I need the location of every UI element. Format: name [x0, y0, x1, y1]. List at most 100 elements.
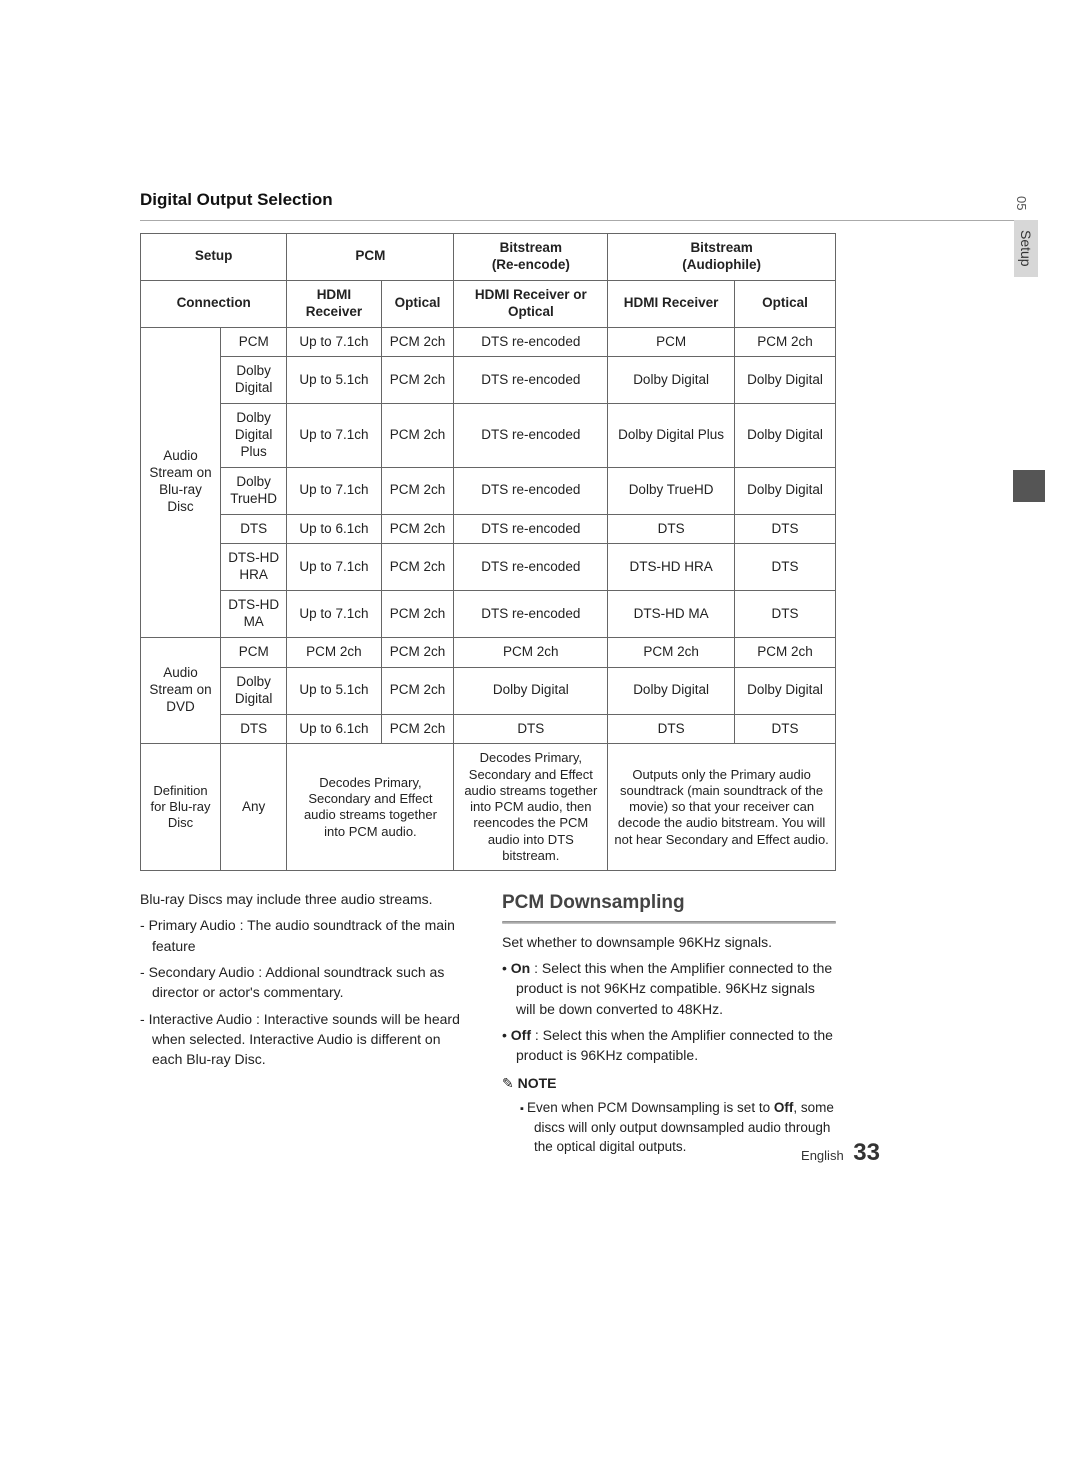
table-cell: Dolby Digital — [734, 357, 835, 404]
th-hdmi2: HDMI Receiver — [608, 280, 735, 327]
table-cell: PCM 2ch — [287, 637, 381, 667]
table-cell: Up to 7.1ch — [287, 544, 381, 591]
heading-rule — [502, 921, 836, 924]
table-cell: PCM 2ch — [381, 714, 454, 744]
th-optical2: Optical — [734, 280, 835, 327]
table-cell: DTS — [734, 591, 835, 638]
table-cell: PCM 2ch — [608, 637, 735, 667]
th-optical: Optical — [381, 280, 454, 327]
th-audiophile: Bitstream(Audiophile) — [608, 234, 836, 281]
def-any: Any — [221, 744, 287, 871]
table-cell: Dolby TrueHD — [221, 467, 287, 514]
th-pcm: PCM — [287, 234, 454, 281]
table-cell: DTS-HD HRA — [608, 544, 735, 591]
side-marker — [1013, 470, 1045, 502]
def-reencode: Decodes Primary, Secondary and Effect au… — [454, 744, 608, 871]
table-cell: Dolby Digital — [221, 357, 287, 404]
section-title: Digital Output Selection — [140, 190, 1020, 210]
page-number: 33 — [853, 1139, 880, 1166]
table-cell: DTS re-encoded — [454, 591, 608, 638]
right-column: PCM Downsampling Set whether to downsamp… — [502, 889, 836, 1157]
downsample-intro: Set whether to downsample 96KHz signals. — [502, 932, 836, 952]
table-cell: PCM 2ch — [381, 514, 454, 544]
table-cell: DTS — [221, 514, 287, 544]
table-cell: Up to 7.1ch — [287, 404, 381, 468]
note-item: Even when PCM Downsampling is set to Off… — [520, 1098, 836, 1157]
th-setup: Setup — [141, 234, 287, 281]
th-hdmi: HDMI Receiver — [287, 280, 381, 327]
option-off: Off : Select this when the Amplifier con… — [502, 1025, 836, 1066]
table-cell: Up to 6.1ch — [287, 714, 381, 744]
note-heading: NOTE — [502, 1073, 836, 1093]
page-footer: English 33 — [801, 1139, 880, 1167]
table-cell: PCM — [221, 637, 287, 667]
table-cell: PCM 2ch — [381, 357, 454, 404]
table-cell: DTS — [221, 714, 287, 744]
table-cell: PCM 2ch — [381, 544, 454, 591]
list-item: Secondary Audio : Addional soundtrack su… — [140, 962, 474, 1003]
table-cell: DTS-HD HRA — [221, 544, 287, 591]
table-cell: DTS-HD MA — [608, 591, 735, 638]
streams-list: Primary Audio : The audio soundtrack of … — [140, 915, 474, 1069]
def-pcm: Decodes Primary, Secondary and Effect au… — [287, 744, 454, 871]
th-connection: Connection — [141, 280, 287, 327]
table-cell: DTS re-encoded — [454, 327, 608, 357]
footer-lang: English — [801, 1148, 844, 1163]
table-cell: Up to 7.1ch — [287, 327, 381, 357]
list-item: Interactive Audio : Interactive sounds w… — [140, 1009, 474, 1070]
table-cell: DTS re-encoded — [454, 404, 608, 468]
table-cell: DTS — [454, 714, 608, 744]
table-cell: PCM 2ch — [381, 467, 454, 514]
downsample-options: On : Select this when the Amplifier conn… — [502, 958, 836, 1065]
table-cell: DTS — [734, 714, 835, 744]
table-cell: PCM — [608, 327, 735, 357]
table-cell: DTS — [734, 514, 835, 544]
pcm-downsampling-heading: PCM Downsampling — [502, 889, 836, 917]
table-cell: Up to 7.1ch — [287, 467, 381, 514]
table-cell: Dolby Digital — [608, 357, 735, 404]
table-cell: PCM 2ch — [381, 327, 454, 357]
table-cell: Up to 5.1ch — [287, 667, 381, 714]
table-cell: PCM 2ch — [381, 591, 454, 638]
th-reencode: Bitstream(Re-encode) — [454, 234, 608, 281]
table-cell: Dolby Digital — [734, 404, 835, 468]
table-cell: Dolby Digital — [734, 667, 835, 714]
chapter-label: Setup — [1014, 220, 1038, 277]
table-cell: DTS — [608, 714, 735, 744]
table-cell: DTS re-encoded — [454, 514, 608, 544]
table-cell: Dolby Digital — [454, 667, 608, 714]
table-cell: Up to 5.1ch — [287, 357, 381, 404]
row-group-label: Audio Stream on DVD — [141, 637, 221, 744]
table-cell: DTS re-encoded — [454, 467, 608, 514]
section-divider — [140, 220, 1020, 221]
table-cell: DTS re-encoded — [454, 544, 608, 591]
table-cell: DTS — [608, 514, 735, 544]
th-hdmi-or-optical: HDMI Receiver or Optical — [454, 280, 608, 327]
row-group-label: Audio Stream on Blu-ray Disc — [141, 327, 221, 637]
table-cell: PCM 2ch — [734, 327, 835, 357]
table-cell: Dolby Digital Plus — [221, 404, 287, 468]
table-cell: DTS re-encoded — [454, 357, 608, 404]
table-cell: PCM 2ch — [381, 667, 454, 714]
def-label: Definition for Blu-ray Disc — [141, 744, 221, 871]
table-cell: PCM 2ch — [454, 637, 608, 667]
table-cell: Dolby Digital — [608, 667, 735, 714]
output-selection-table: Setup PCM Bitstream(Re-encode) Bitstream… — [140, 233, 836, 871]
left-column: Blu-ray Discs may include three audio st… — [140, 889, 474, 1157]
side-tab: 05 Setup — [1014, 190, 1040, 450]
table-cell: Up to 6.1ch — [287, 514, 381, 544]
table-cell: PCM 2ch — [734, 637, 835, 667]
table-cell: Up to 7.1ch — [287, 591, 381, 638]
list-item: Primary Audio : The audio soundtrack of … — [140, 915, 474, 956]
table-cell: Dolby Digital — [221, 667, 287, 714]
table-cell: DTS-HD MA — [221, 591, 287, 638]
table-cell: Dolby Digital Plus — [608, 404, 735, 468]
table-cell: PCM 2ch — [381, 404, 454, 468]
table-cell: Dolby TrueHD — [608, 467, 735, 514]
note-list: Even when PCM Downsampling is set to Off… — [502, 1098, 836, 1157]
chapter-number: 05 — [1014, 190, 1029, 216]
table-cell: Dolby Digital — [734, 467, 835, 514]
table-cell: PCM — [221, 327, 287, 357]
def-audiophile: Outputs only the Primary audio soundtrac… — [608, 744, 836, 871]
streams-intro: Blu-ray Discs may include three audio st… — [140, 889, 474, 909]
